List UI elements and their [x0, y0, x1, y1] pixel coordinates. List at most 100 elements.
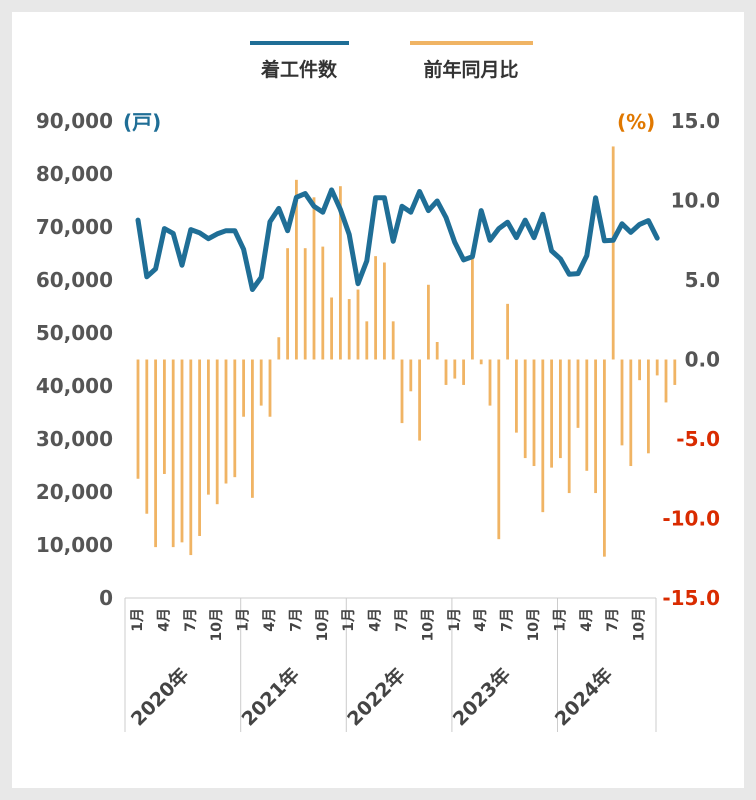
month-tick-label: 7月	[605, 608, 621, 632]
yoy-bars	[136, 146, 677, 557]
month-tick-label: 7月	[183, 608, 199, 632]
month-tick-label: 7月	[288, 608, 304, 632]
month-tick-label: 10月	[315, 608, 331, 641]
yoy-bar	[259, 359, 263, 406]
year-label: 2021年	[237, 663, 304, 730]
yoy-bar	[383, 262, 386, 360]
yoy-bar	[603, 359, 606, 557]
yoy-bar	[215, 359, 219, 505]
right-tick-label: 15.0	[671, 109, 720, 133]
yoy-bar	[365, 321, 369, 360]
yoy-bar	[620, 359, 624, 446]
year-label: 2022年	[343, 663, 410, 730]
yoy-bar	[242, 359, 245, 417]
x-axis: 1月 4月 7月 10月 2020年 1月 4月 7月 10月 2021年 1月 4月 7月 10月 202…	[124, 597, 657, 732]
yoy-bar	[567, 359, 571, 494]
month-tick-label: 10月	[420, 608, 436, 641]
yoy-bar	[638, 359, 641, 381]
month-tick-label: 10月	[209, 608, 225, 641]
yoy-bar	[488, 359, 492, 406]
yoy-bar	[427, 284, 430, 360]
yoy-bar	[312, 197, 316, 360]
month-tick-label: 4月	[368, 608, 384, 632]
month-tick-label: 10月	[526, 608, 542, 641]
month-tick-label: 4月	[156, 608, 172, 632]
right-tick-label: 10.0	[671, 189, 720, 213]
yoy-bar	[471, 257, 474, 360]
yoy-bar	[462, 359, 465, 385]
year-label: 2020年	[126, 663, 193, 730]
yoy-bar	[444, 359, 448, 385]
yoy-bar	[523, 359, 527, 459]
yoy-bar	[550, 359, 553, 468]
yoy-bar	[180, 359, 184, 543]
yoy-bar	[506, 303, 509, 360]
right-tick-label: -15.0	[662, 586, 720, 610]
year-label: 2023年	[448, 663, 515, 730]
yoy-bar	[286, 248, 289, 360]
month-tick-label: 1月	[130, 608, 146, 632]
yoy-bar	[347, 299, 351, 360]
yoy-bar	[611, 146, 615, 360]
yoy-bar	[277, 337, 281, 360]
yoy-bar	[233, 359, 237, 478]
yoy-bar	[321, 246, 325, 360]
right-tick-label: 5.0	[685, 268, 720, 292]
month-tick-label: 1月	[236, 608, 252, 632]
yoy-bar	[585, 359, 589, 471]
yoy-bar	[207, 359, 210, 495]
right-tick-label: -5.0	[676, 427, 720, 451]
month-tick-label: 4月	[262, 608, 278, 632]
yoy-bar	[647, 359, 650, 454]
yoy-bar	[435, 342, 439, 360]
yoy-bar	[532, 359, 536, 467]
left-tick-label: 0	[99, 586, 113, 610]
yoy-bar	[409, 359, 413, 392]
yoy-bar	[497, 359, 501, 540]
yoy-bar	[224, 359, 228, 484]
month-tick-label: 7月	[500, 608, 516, 632]
starts-line	[135, 187, 660, 292]
left-tick-label: 80,000	[36, 162, 113, 186]
left-tick-label: 50,000	[36, 321, 113, 345]
yoy-bar	[453, 359, 457, 379]
yoy-bar	[664, 359, 668, 403]
month-tick-label: 7月	[394, 608, 410, 632]
yoy-bar	[541, 359, 545, 513]
month-tick-label: 1月	[552, 608, 568, 632]
right-tick-label: -10.0	[662, 507, 720, 531]
yoy-bar	[154, 359, 157, 548]
yoy-bar	[251, 359, 254, 498]
yoy-bar	[163, 359, 166, 474]
legend-label-yoy: 前年同月比	[423, 58, 518, 81]
yoy-bar	[356, 289, 360, 360]
left-axis-unit: (戸)	[123, 110, 161, 134]
yoy-bar	[655, 359, 659, 376]
right-axis-unit: (%)	[617, 110, 655, 134]
yoy-bar	[295, 179, 298, 360]
month-tick-label: 1月	[341, 608, 357, 632]
yoy-bar	[391, 321, 395, 360]
yoy-bar	[559, 359, 562, 459]
left-axis-ticks: 90,000 80,000 70,000 60,000 50,000 40,000 30,0…	[36, 109, 113, 610]
legend: 着工件数 前年同月比	[250, 41, 533, 81]
yoy-bar	[594, 359, 597, 494]
yoy-bar	[330, 297, 333, 360]
left-tick-label: 10,000	[36, 533, 113, 557]
month-tick-label: 10月	[632, 608, 648, 641]
yoy-bar	[198, 359, 201, 536]
left-tick-label: 90,000	[36, 109, 113, 133]
right-axis-ticks: 15.0 10.0 5.0 0.0 -5.0 -10.0 -15.0	[662, 109, 720, 610]
left-tick-label: 40,000	[36, 374, 113, 398]
yoy-bar	[189, 359, 193, 556]
left-tick-label: 30,000	[36, 427, 113, 451]
chart-card: 着工件数 前年同月比 (戸) (%) 90,000 80,000 70,000 60,…	[12, 12, 744, 788]
legend-label-starts: 着工件数	[261, 58, 338, 81]
left-tick-label: 60,000	[36, 268, 113, 292]
yoy-bar	[479, 359, 483, 365]
yoy-bar	[268, 359, 272, 417]
month-tick-label: 4月	[473, 608, 489, 632]
left-tick-label: 70,000	[36, 215, 113, 239]
yoy-bar	[400, 359, 404, 424]
yoy-bar	[136, 359, 140, 479]
